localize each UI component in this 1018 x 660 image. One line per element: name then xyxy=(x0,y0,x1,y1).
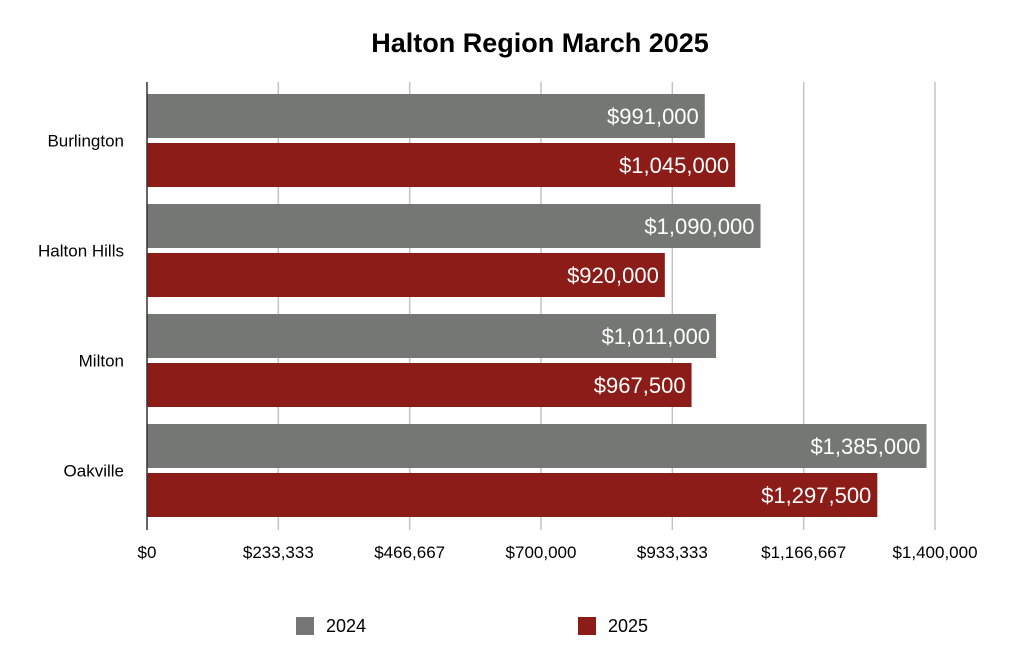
legend-item-2024: 2024 xyxy=(296,614,366,638)
bar-2024-burlington xyxy=(147,94,705,138)
x-tick-label: $1,400,000 xyxy=(892,543,977,562)
x-tick-label: $1,166,667 xyxy=(761,543,846,562)
data-label: $920,000 xyxy=(567,263,659,288)
x-tick-label: $0 xyxy=(138,543,157,562)
x-tick-label: $466,667 xyxy=(374,543,445,562)
x-tick-label: $700,000 xyxy=(506,543,577,562)
category-label: Milton xyxy=(79,352,124,371)
category-label: Burlington xyxy=(47,132,124,151)
bar-2025-halton-hills xyxy=(147,253,665,297)
data-label: $991,000 xyxy=(607,104,699,129)
bar-2025-oakville xyxy=(147,473,878,517)
legend-item-2025: 2025 xyxy=(578,614,648,638)
data-label: $1,385,000 xyxy=(810,434,920,459)
legend-swatch-2025 xyxy=(578,617,596,635)
bar-2024-oakville xyxy=(147,424,927,468)
chart-title: Halton Region March 2025 xyxy=(371,28,709,58)
category-label: Halton Hills xyxy=(38,242,124,261)
data-label: $1,297,500 xyxy=(761,483,871,508)
data-label: $1,045,000 xyxy=(619,153,729,178)
axes: $0 $233,333 $466,667 $700,000 $933,333 $1,166… xyxy=(38,82,978,562)
data-label: $1,090,000 xyxy=(644,214,754,239)
legend-swatch-2024 xyxy=(296,617,314,635)
x-tick-label: $233,333 xyxy=(243,543,314,562)
legend-label-2024: 2024 xyxy=(326,615,367,636)
data-label: $967,500 xyxy=(594,373,686,398)
data-label: $1,011,000 xyxy=(602,324,710,349)
category-label: Oakville xyxy=(64,462,124,481)
data-labels: $991,000 $1,045,000 $1,090,000 $920,000 $1,0… xyxy=(567,104,920,508)
bar-2024-milton xyxy=(147,314,717,358)
bar-2025-milton xyxy=(147,363,692,407)
legend-label-2025: 2025 xyxy=(608,615,649,636)
bars xyxy=(147,94,927,517)
bar-2025-burlington xyxy=(147,143,736,187)
bar-2024-halton-hills xyxy=(147,204,761,248)
x-tick-label: $933,333 xyxy=(637,543,708,562)
